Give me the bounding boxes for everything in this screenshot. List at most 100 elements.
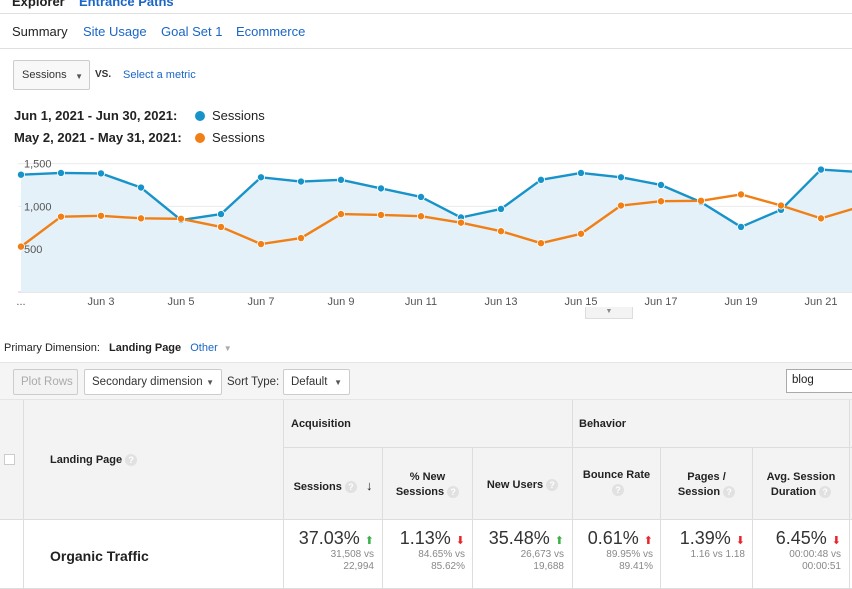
avg-session-duration-change: 6.45% <box>775 528 827 548</box>
avg-session-duration-header-line2: Duration <box>770 486 817 498</box>
data-point <box>416 212 425 221</box>
subtab-ecommerce[interactable]: Ecommerce <box>236 24 306 39</box>
x-tick-label: Jun 17 <box>644 296 677 308</box>
data-point <box>216 210 225 219</box>
help-icon[interactable]: ? <box>546 479 559 492</box>
column-divider <box>849 400 850 589</box>
data-point <box>577 168 586 177</box>
primary-dimension-bar: Primary Dimension: Landing Page Other ▼ <box>4 342 238 354</box>
data-point <box>537 175 546 184</box>
chevron-down-icon: ▼ <box>75 72 83 81</box>
pages-per-session-column-header[interactable]: Pages / Session? <box>661 470 752 500</box>
x-tick-label: Jun 5 <box>168 296 195 308</box>
secondary-dimension-label: Secondary dimension <box>92 376 203 388</box>
sessions-compare-2: 22,994 <box>343 561 374 572</box>
legend-dot-icon <box>195 111 205 121</box>
sessions-compare-1: 31,508 vs <box>330 549 374 560</box>
x-tick-label: Jun 13 <box>484 296 517 308</box>
column-divider <box>752 447 753 589</box>
row-divider <box>283 447 852 448</box>
column-divider <box>382 447 383 589</box>
dimension-other[interactable]: Other <box>190 342 218 354</box>
chevron-down-icon: ▼ <box>334 378 342 387</box>
secondary-dimension-dropdown[interactable]: Secondary dimension ▼ <box>84 369 222 395</box>
acquisition-group-header: Acquisition <box>291 418 351 430</box>
data-point <box>817 214 826 223</box>
sort-type-dropdown[interactable]: Default ▼ <box>283 369 350 395</box>
pct-new-sessions-header-line2: Sessions <box>395 486 445 498</box>
data-point <box>336 175 345 184</box>
sort-desc-icon[interactable]: ↓ <box>365 478 373 493</box>
data-point <box>216 222 225 231</box>
y-tick-label: 1,000 <box>24 201 52 213</box>
help-icon[interactable]: ? <box>344 481 357 494</box>
new-users-compare-1: 26,673 vs <box>520 549 564 560</box>
bounce-rate-compare-1: 89.95% vs <box>606 549 653 560</box>
data-point <box>416 192 425 201</box>
new-users-header-label: New Users <box>486 479 544 491</box>
data-point <box>16 170 25 179</box>
landing-page-header-label: Landing Page <box>50 454 123 466</box>
column-divider <box>23 400 24 589</box>
metric-dropdown[interactable]: Sessions ▼ <box>13 60 90 90</box>
help-icon[interactable]: ? <box>125 454 138 467</box>
primary-dimension-label: Primary Dimension: <box>4 342 100 354</box>
search-input-value: blog <box>792 374 814 386</box>
help-icon[interactable]: ? <box>723 486 736 499</box>
x-tick-label: Jun 15 <box>564 296 597 308</box>
legend-range: May 2, 2021 - May 31, 2021: <box>14 130 182 145</box>
x-tick-label: Jun 7 <box>248 296 275 308</box>
x-tick-label: Jun 9 <box>328 296 355 308</box>
avg-session-duration-column-header[interactable]: Avg. Session Duration? <box>753 470 849 500</box>
pages-per-session-header-line2: Session <box>677 486 721 498</box>
column-divider <box>283 400 284 589</box>
legend-range: Jun 1, 2021 - Jun 30, 2021: <box>14 108 178 123</box>
landing-page-header[interactable]: Landing Page? <box>50 453 138 468</box>
data-point <box>296 234 305 243</box>
bounce-rate-column-header[interactable]: Bounce Rate ? <box>573 468 660 498</box>
pct-new-sessions-column-header[interactable]: % New Sessions? <box>383 470 472 500</box>
tab-entrance-paths[interactable]: Entrance Paths <box>79 0 174 9</box>
data-point <box>617 201 626 210</box>
data-point <box>57 212 66 221</box>
table-toolbar: Plot Rows Secondary dimension ▼ Sort Typ… <box>0 362 852 400</box>
collapse-chart-button[interactable]: ▼ <box>585 307 633 319</box>
down-arrow-icon: ⬇ <box>735 535 745 547</box>
data-point <box>256 240 265 249</box>
legend-previous: May 2, 2021 - May 31, 2021: Sessions <box>14 130 265 145</box>
data-point <box>256 173 265 182</box>
pct-new-sessions-cell: 1.13% ⬇ 84.65% vs 85.62% <box>383 528 465 573</box>
data-point <box>376 210 385 219</box>
up-arrow-icon: ⬆ <box>364 535 374 547</box>
table-search-input[interactable]: blog <box>786 369 852 393</box>
y-tick-label: 1,500 <box>24 159 52 171</box>
select-all-checkbox[interactable] <box>4 454 15 465</box>
subtab-site-usage[interactable]: Site Usage <box>83 24 147 39</box>
avg-session-duration-compare-2: 00:00:51 <box>802 561 841 572</box>
dimension-landing-page[interactable]: Landing Page <box>109 342 182 354</box>
row-divider <box>0 519 852 520</box>
down-arrow-icon: ⬇ <box>831 535 841 547</box>
help-icon[interactable]: ? <box>819 486 832 499</box>
plot-rows-button[interactable]: Plot Rows <box>13 369 78 395</box>
pages-per-session-header-line1: Pages / <box>687 471 726 483</box>
series-area <box>21 169 852 292</box>
column-divider <box>472 447 473 589</box>
help-icon[interactable]: ? <box>447 486 460 499</box>
subtab-summary[interactable]: Summary <box>12 24 68 39</box>
legend-dot-icon <box>195 133 205 143</box>
help-icon[interactable]: ? <box>612 484 624 497</box>
new-users-column-header[interactable]: New Users? <box>473 478 572 493</box>
sessions-column-header[interactable]: Sessions? ↓ <box>284 478 382 495</box>
data-point <box>57 168 66 177</box>
data-point <box>97 211 106 220</box>
data-point <box>737 190 746 199</box>
series-line <box>20 193 852 248</box>
select-metric-link[interactable]: Select a metric <box>123 69 196 81</box>
sessions-line-chart[interactable]: 1,500 1,000 500... Jun 3 Jun 5 Jun 7 Jun 9 Jun … <box>0 150 852 310</box>
legend-current: Jun 1, 2021 - Jun 30, 2021: Sessions <box>14 108 265 123</box>
data-point <box>817 165 826 174</box>
vs-label: VS. <box>95 69 112 80</box>
subtab-goal-set-1[interactable]: Goal Set 1 <box>161 24 223 39</box>
tab-explorer[interactable]: Explorer <box>12 0 65 9</box>
